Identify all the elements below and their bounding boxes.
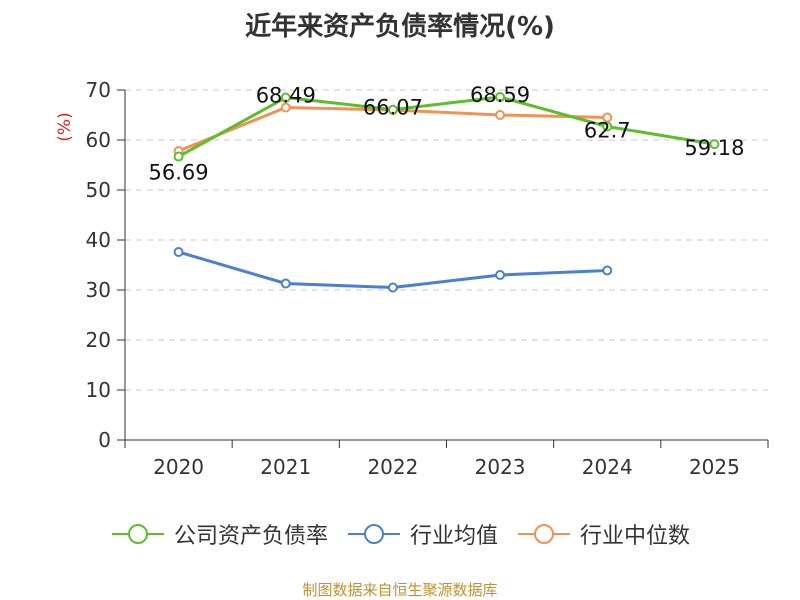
y-tick-label: 0	[98, 428, 111, 452]
x-tick-label: 2024	[582, 455, 633, 479]
legend-item[interactable]: 公司资产负债率	[110, 518, 328, 550]
legend-label: 行业中位数	[580, 524, 691, 549]
data-point	[280, 278, 291, 289]
y-tick-label: 60	[86, 128, 111, 152]
data-point	[173, 151, 184, 162]
data-point	[280, 102, 291, 113]
series-line	[177, 95, 715, 158]
legend-label: 行业均值	[409, 524, 498, 549]
x-tick-label: 2025	[689, 455, 740, 479]
data-label: 62.7	[584, 119, 631, 143]
data-point	[495, 110, 506, 120]
data-label: 59.18	[684, 136, 744, 160]
source-note: 制图数据来自恒生聚源数据库	[302, 581, 498, 599]
legend-swatch-icon	[518, 524, 570, 544]
y-tick-label: 20	[86, 328, 111, 352]
chart-title: 近年来资产负债率情况(%)	[245, 12, 555, 42]
y-tick-label: 70	[86, 78, 111, 102]
data-label: 56.69	[149, 161, 209, 185]
y-tick-label: 40	[86, 228, 111, 252]
data-point	[602, 121, 613, 132]
legend-swatch-icon	[111, 524, 164, 544]
data-point	[387, 104, 398, 115]
data-point	[709, 139, 720, 150]
legend-label: 公司资产负债率	[173, 524, 328, 549]
series	[173, 92, 720, 293]
data-point	[495, 92, 506, 103]
y-tick-label: 50	[86, 178, 111, 202]
series-line	[178, 250, 608, 289]
x-tick-label: 2021	[260, 455, 311, 479]
y-tick-label: 30	[86, 278, 111, 302]
gridlines	[125, 89, 768, 391]
legend: 公司资产负债率 行业均值 行业中位数	[0, 518, 800, 550]
data-point	[495, 270, 506, 280]
data-point	[280, 92, 291, 103]
y-tick-label: 10	[86, 378, 111, 402]
data-label: 68.49	[256, 84, 316, 108]
x-tick-label: 2023	[475, 455, 526, 479]
data-point	[173, 247, 184, 257]
x-tick-label: 2022	[367, 455, 418, 479]
data-label: 66.07	[363, 96, 423, 120]
axes: 0 10 20 30 40 50 60 70 2020 2021 2022 2023 2024 2025	[86, 78, 769, 479]
y-axis-label: (%)	[55, 112, 75, 141]
data-label: 68.59	[470, 83, 530, 107]
data-point	[602, 265, 613, 276]
data-point	[387, 282, 398, 293]
x-tick-label: 2020	[153, 455, 204, 479]
legend-swatch-icon	[347, 524, 400, 544]
data-labels: 56.69 68.49 66.07 68.59 62.7 59.18	[149, 83, 745, 185]
legend-item[interactable]: 行业中位数	[516, 518, 690, 550]
legend-item[interactable]: 行业均值	[346, 518, 498, 550]
